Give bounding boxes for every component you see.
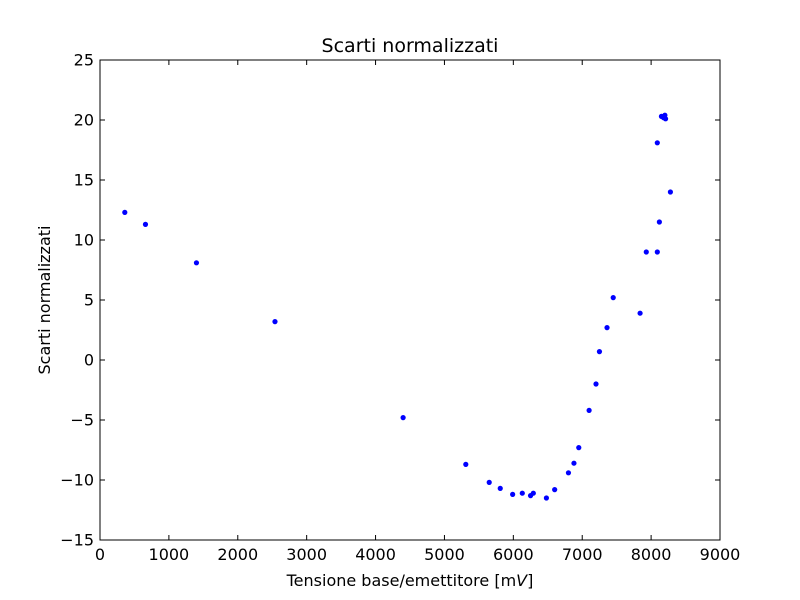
data-point — [586, 407, 592, 413]
y-tick-label: 5 — [84, 291, 94, 310]
y-tick-label: −10 — [60, 471, 94, 490]
x-axis-title-unit: V — [516, 571, 528, 590]
data-point — [519, 490, 525, 496]
data-point — [604, 325, 610, 331]
x-tick-label: 1000 — [149, 545, 190, 564]
data-point — [656, 219, 662, 225]
y-tick-label: 15 — [74, 171, 94, 190]
axis-ticks — [99, 59, 721, 541]
plot-area — [100, 60, 720, 540]
x-tick-label: 0 — [95, 545, 105, 564]
data-point — [571, 460, 577, 466]
y-tick-label: 25 — [74, 51, 94, 70]
x-tick-label: 5000 — [424, 545, 465, 564]
y-tick-label: 20 — [74, 111, 94, 130]
chart-title: Scarti normalizzati — [322, 35, 499, 57]
data-point — [667, 189, 674, 195]
data-point — [543, 495, 550, 501]
data-point — [654, 249, 660, 255]
x-tick-label: 6000 — [493, 545, 534, 564]
data-points — [122, 112, 674, 501]
x-tick-label: 4000 — [355, 545, 396, 564]
y-tick-label: −15 — [60, 531, 94, 550]
x-axis-title-prefix: Tensione base/emettitore [m — [286, 571, 517, 590]
data-point — [610, 295, 616, 301]
data-point — [497, 485, 503, 491]
data-point — [193, 260, 200, 266]
data-point — [463, 461, 469, 467]
x-tick-label: 9000 — [700, 545, 741, 564]
x-tick-label: 2000 — [217, 545, 258, 564]
data-point — [654, 140, 660, 146]
y-tick-label: −5 — [70, 411, 94, 430]
data-point — [400, 415, 406, 421]
data-point — [530, 490, 536, 496]
data-point — [576, 445, 582, 451]
x-tick-label: 7000 — [562, 545, 603, 564]
tick-labels: 0 1000 2000 3000 4000 5000 6000 7000 8000 9000 −15… — [60, 51, 740, 565]
data-point — [593, 381, 599, 387]
x-axis-title: Tensione base/emettitore [mV] — [286, 571, 534, 590]
data-point — [486, 479, 492, 485]
x-tick-label: 3000 — [286, 545, 327, 564]
data-point — [637, 310, 643, 316]
data-point — [142, 221, 149, 227]
data-point — [565, 470, 572, 476]
data-point — [272, 319, 278, 325]
x-tick-label: 8000 — [631, 545, 672, 564]
y-tick-label: 0 — [84, 351, 94, 370]
data-point — [552, 487, 558, 493]
data-point — [596, 349, 603, 355]
data-point — [662, 116, 669, 122]
y-axis-title: Scarti normalizzati — [35, 226, 54, 375]
data-point — [122, 209, 128, 215]
x-axis-title-suffix: ] — [527, 571, 533, 590]
y-tick-label: 10 — [74, 231, 94, 250]
data-point — [643, 249, 649, 255]
data-point — [510, 491, 516, 497]
